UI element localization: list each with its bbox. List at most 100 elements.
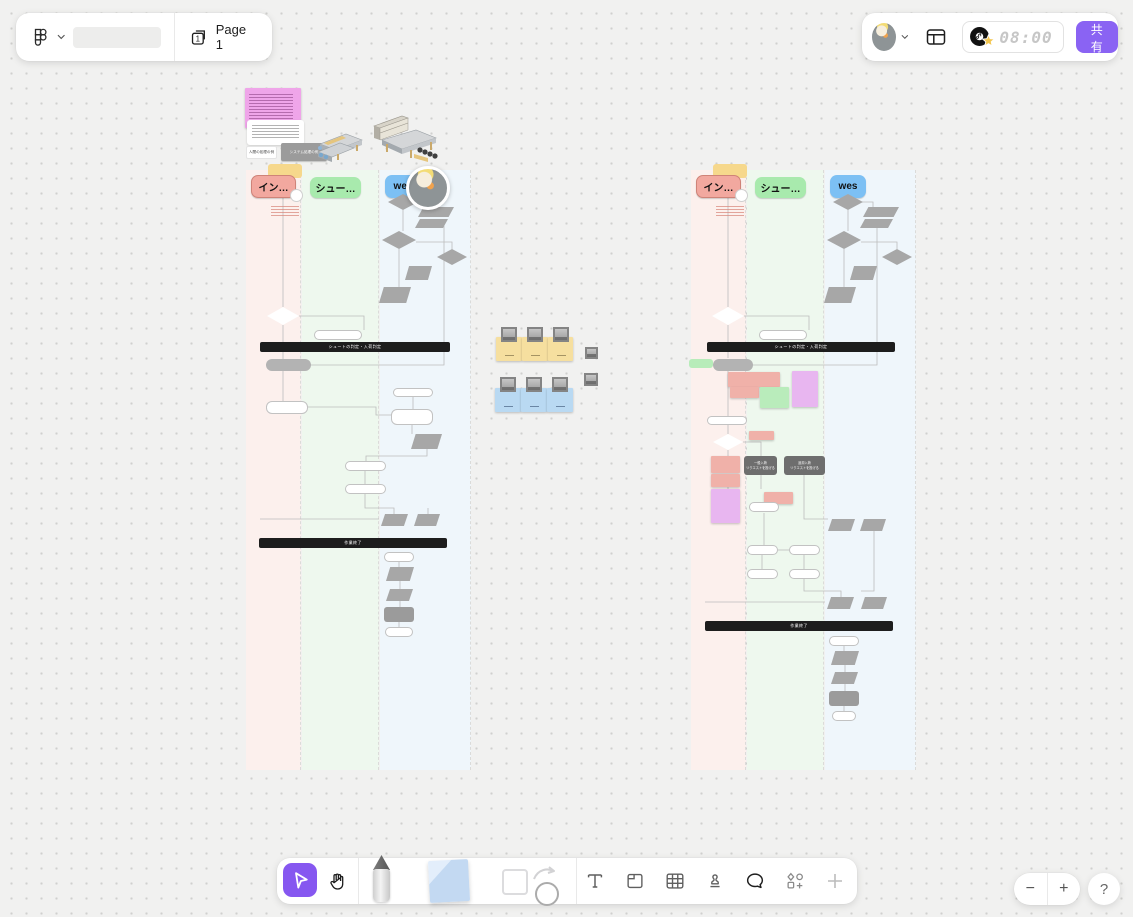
help-button[interactable]: ? [1088,873,1120,905]
table-tool-button[interactable] [663,869,687,893]
node-para[interactable] [414,514,440,526]
node-bar[interactable]: 作業終了 [705,621,893,631]
node-para[interactable] [415,219,448,228]
node-sticky[interactable] [728,372,780,387]
node-para[interactable] [824,287,856,303]
node-sticky[interactable] [711,456,740,473]
node-para[interactable] [831,672,858,684]
node-diam[interactable] [382,231,416,249]
isometric-conveyor-illustration-small[interactable] [316,124,368,166]
node-rect[interactable] [314,330,362,340]
stamp-tool-button[interactable] [703,869,727,893]
sticky-cluster[interactable] [494,325,606,417]
node-rect[interactable] [789,545,820,555]
corner-notes[interactable]: 人間の処理の例 システム処理の例 [244,86,404,166]
zoom-out-button[interactable]: − [1014,873,1047,905]
node-thumb[interactable] [526,377,542,392]
node-badge[interactable]: シュー… [310,177,361,198]
file-name-redacted[interactable] [73,26,162,48]
node-thumb[interactable] [552,377,568,392]
node-label[interactable]: システム処理の例 [281,143,327,161]
node-sticky[interactable] [760,387,789,408]
flowchart-board-left[interactable]: イン… シュー… wes シュートの判定・入荷判定 作業終了 [246,164,471,770]
flowchart-board-right[interactable]: イン… シュー… wes シュートの判定・入荷判定 一般入荷 リクエストを投げる 返却入荷… [689,164,916,770]
node-box[interactable] [689,359,713,368]
node-badge[interactable]: wes [830,175,866,198]
avatar-chevron-down-icon[interactable] [901,34,909,40]
node-pill2[interactable] [713,359,753,371]
node-sticky[interactable] [730,387,759,398]
node-bar[interactable]: シュートの判定・入荷判定 [260,342,450,352]
node-box[interactable] [829,691,859,706]
node-box[interactable] [713,164,747,178]
node-badge[interactable]: イン… [251,175,296,198]
node-para[interactable] [411,434,442,449]
zoom-in-button[interactable]: + [1048,873,1081,905]
node-para[interactable] [827,597,854,609]
node-wdiam[interactable] [712,307,744,325]
node-para[interactable] [828,519,855,531]
share-button[interactable]: 共有 [1075,21,1118,54]
shape-tool-button[interactable] [502,869,528,895]
sticky-note-tool-button[interactable] [427,858,471,904]
template-panel-button[interactable] [924,25,948,49]
main-menu-button[interactable] [30,26,52,48]
node-rect[interactable] [829,636,859,646]
node-badge[interactable]: シュー… [755,177,806,198]
node-rect[interactable] [747,569,778,579]
node-diam[interactable] [882,249,912,265]
connector-tool-button[interactable] [529,862,559,884]
node-rect[interactable] [393,388,433,397]
node-rect[interactable] [391,409,433,425]
node-circ[interactable] [735,189,748,202]
node-rect[interactable] [832,711,856,721]
node-rect[interactable] [345,484,386,494]
node-para[interactable] [860,219,893,228]
node-thumb[interactable] [500,377,516,392]
chevron-down-icon[interactable] [57,34,65,40]
node-sticky[interactable] [792,371,818,407]
widgets-tool-button[interactable] [783,869,807,893]
node-para[interactable] [850,266,877,280]
node-wdiam[interactable] [267,307,299,325]
node-bar[interactable]: 作業終了 [259,538,447,548]
user-avatar[interactable] [872,23,896,51]
comment-tool-button[interactable] [743,869,767,893]
node-sticky[interactable] [749,431,774,440]
node-sticky[interactable] [764,492,793,504]
node-para[interactable] [379,287,411,303]
circle-shape-icon[interactable] [535,882,559,906]
node-thumb[interactable] [527,327,543,342]
node-box[interactable] [384,607,414,622]
add-tool-button[interactable] [823,869,847,893]
node-box[interactable] [268,164,302,178]
node-rect[interactable] [759,330,807,340]
node-rect[interactable] [345,461,386,471]
node-thumb[interactable] [584,373,598,386]
node-para[interactable] [405,266,432,280]
node-para[interactable] [861,597,887,609]
node-para[interactable] [386,567,414,581]
hand-tool-button[interactable] [324,867,352,895]
node-labelw[interactable]: 人間の処理の例 [246,146,277,159]
node-rect[interactable] [266,401,308,414]
node-wdiam[interactable] [713,434,743,450]
node-thumb[interactable] [501,327,517,342]
node-para[interactable] [863,207,899,217]
section-tool-button[interactable] [623,869,647,893]
node-pill2[interactable] [266,359,311,371]
node-diam[interactable] [833,194,863,210]
node-rect[interactable] [747,545,778,555]
node-diam[interactable] [827,231,861,249]
node-diam[interactable] [437,249,467,265]
page-tab[interactable]: 1 Page 1 [175,13,272,61]
node-badge[interactable]: イン… [696,175,741,198]
node-rect[interactable] [707,416,747,425]
node-para[interactable] [831,651,859,665]
timer-widget[interactable]: 08:00 [962,21,1064,53]
node-thumb[interactable] [553,327,569,342]
node-rect[interactable] [384,552,414,562]
node-para[interactable] [386,589,413,601]
node-rect[interactable] [789,569,820,579]
